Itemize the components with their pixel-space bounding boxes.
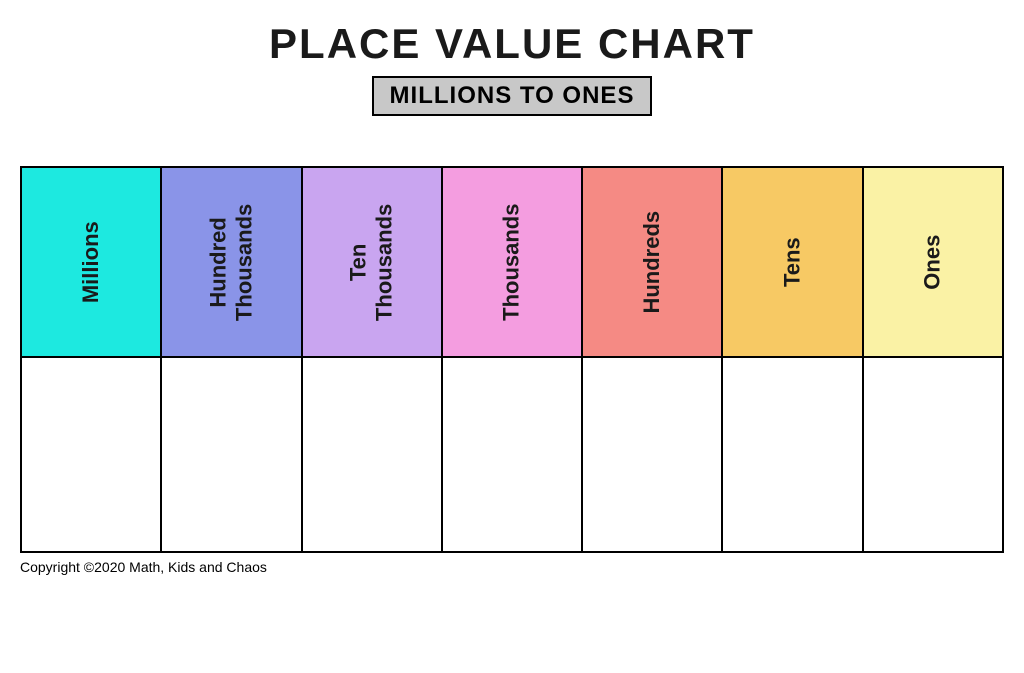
cell-hundreds bbox=[582, 357, 722, 552]
place-value-table: Millions Hundred Thousands Ten Thousands… bbox=[20, 166, 1004, 553]
col-ones: Ones bbox=[863, 167, 1003, 357]
cell-tens bbox=[722, 357, 862, 552]
col-tens: Tens bbox=[722, 167, 862, 357]
col-hundreds: Hundreds bbox=[582, 167, 722, 357]
col-label: Ten Thousands bbox=[345, 203, 398, 320]
header: PLACE VALUE CHART MILLIONS TO ONES bbox=[0, 0, 1024, 116]
col-label: Tens bbox=[779, 237, 805, 287]
col-thousands: Thousands bbox=[442, 167, 582, 357]
table-header-row: Millions Hundred Thousands Ten Thousands… bbox=[21, 167, 1003, 357]
cell-millions bbox=[21, 357, 161, 552]
cell-thousands bbox=[442, 357, 582, 552]
col-label: Ones bbox=[920, 234, 946, 289]
cell-ones bbox=[863, 357, 1003, 552]
chart-wrapper: Millions Hundred Thousands Ten Thousands… bbox=[0, 116, 1024, 553]
cell-ten-thousands bbox=[302, 357, 442, 552]
table-body-row bbox=[21, 357, 1003, 552]
subtitle-box: MILLIONS TO ONES bbox=[372, 76, 653, 116]
subtitle: MILLIONS TO ONES bbox=[390, 82, 635, 110]
cell-hundred-thousands bbox=[161, 357, 301, 552]
col-label: Hundreds bbox=[639, 211, 665, 314]
col-label: Hundred Thousands bbox=[205, 203, 258, 320]
col-label: Thousands bbox=[499, 203, 525, 320]
col-hundred-thousands: Hundred Thousands bbox=[161, 167, 301, 357]
page-title: PLACE VALUE CHART bbox=[0, 20, 1024, 68]
col-millions: Millions bbox=[21, 167, 161, 357]
copyright: Copyright ©2020 Math, Kids and Chaos bbox=[0, 553, 1024, 575]
col-ten-thousands: Ten Thousands bbox=[302, 167, 442, 357]
col-label: Millions bbox=[78, 221, 104, 303]
